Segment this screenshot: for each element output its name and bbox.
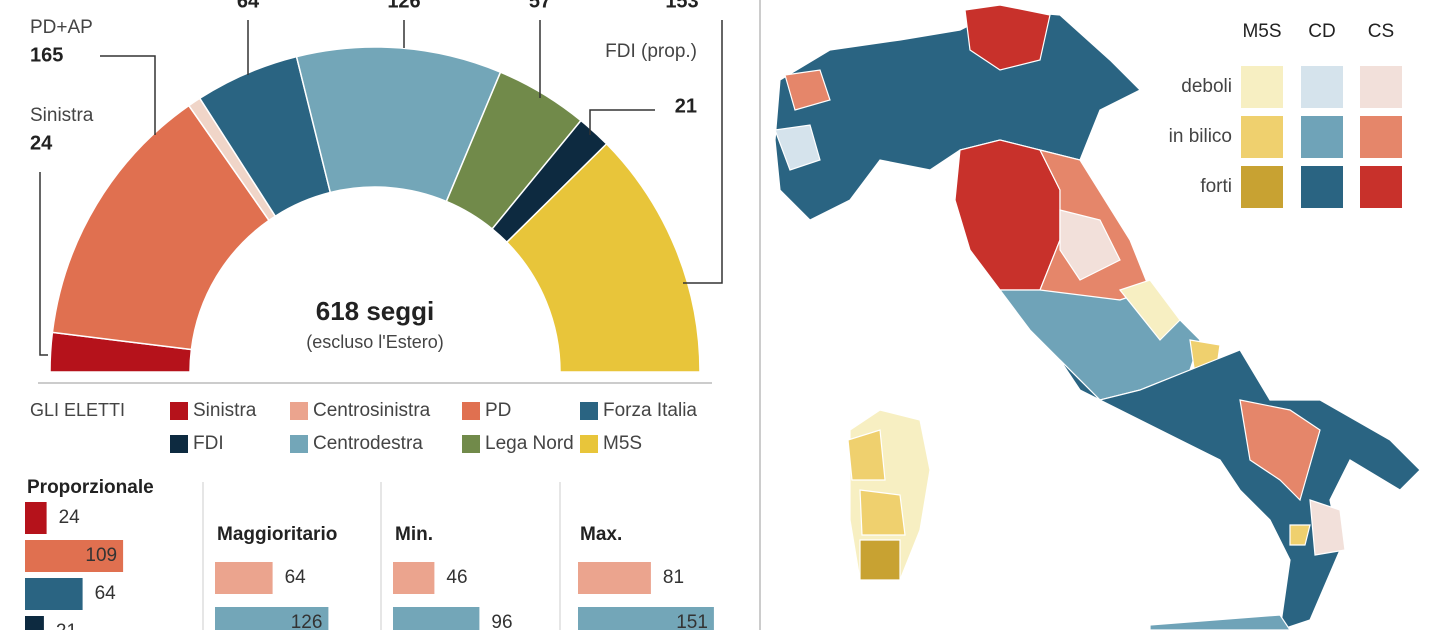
value-label: 57 bbox=[529, 0, 551, 12]
map-legend-swatch bbox=[1360, 116, 1402, 158]
map-region bbox=[859, 489, 906, 536]
map-region bbox=[964, 4, 1051, 71]
legend-swatch bbox=[170, 402, 188, 420]
map-legend-swatch bbox=[1241, 66, 1283, 108]
map-region bbox=[1289, 524, 1311, 546]
map-legend-row: deboli bbox=[1181, 76, 1232, 97]
bar bbox=[215, 562, 273, 594]
bar bbox=[578, 607, 714, 630]
legend-title: GLI ELETTI bbox=[30, 400, 125, 420]
legend-label: Centrodestra bbox=[313, 433, 423, 454]
segment-label: FDI (prop.) bbox=[605, 41, 697, 62]
map-legend-swatch bbox=[1241, 166, 1283, 208]
legend-label: PD bbox=[485, 400, 511, 421]
map-legend-swatch bbox=[1241, 116, 1283, 158]
map-legend-swatch bbox=[1360, 66, 1402, 108]
bar bbox=[25, 578, 83, 610]
map-legend-column: CD bbox=[1308, 21, 1335, 42]
legend-swatch bbox=[290, 402, 308, 420]
map-region bbox=[954, 139, 1061, 291]
value-label: 24 bbox=[30, 132, 53, 154]
leader-line bbox=[39, 172, 48, 356]
panel-title: Min. bbox=[395, 524, 433, 545]
bar bbox=[25, 540, 124, 572]
bar-value: 46 bbox=[446, 567, 467, 588]
leader-line bbox=[589, 109, 655, 135]
panel-title: Max. bbox=[580, 524, 622, 545]
map-region bbox=[784, 69, 831, 111]
legend-swatch bbox=[580, 402, 598, 420]
leader-line bbox=[683, 20, 723, 284]
bar bbox=[215, 607, 329, 630]
legend-swatch bbox=[170, 435, 188, 453]
map-region bbox=[1239, 399, 1321, 502]
legend-swatch bbox=[290, 435, 308, 453]
map-legend-swatch bbox=[1301, 116, 1343, 158]
bar bbox=[25, 616, 44, 630]
map-region bbox=[1309, 499, 1346, 556]
legend-swatch bbox=[462, 435, 480, 453]
value-label: 21 bbox=[675, 95, 697, 117]
map-region bbox=[1059, 349, 1421, 630]
bar-value: 21 bbox=[56, 621, 77, 630]
panel-title: Maggioritario bbox=[217, 524, 337, 545]
bar-value: 151 bbox=[676, 612, 708, 630]
italy-map bbox=[774, 4, 1421, 630]
map-legend-swatch bbox=[1301, 166, 1343, 208]
legend-label: Lega Nord bbox=[485, 433, 574, 454]
hemicycle-segment bbox=[51, 104, 271, 351]
map-legend-row: in bilico bbox=[1169, 126, 1232, 147]
value-label: 64 bbox=[237, 0, 260, 12]
hemicycle-segment bbox=[505, 142, 701, 373]
bar-value: 64 bbox=[285, 567, 307, 588]
legend-label: M5S bbox=[603, 433, 642, 454]
map-legend-swatch bbox=[1360, 166, 1402, 208]
legend-label: Forza Italia bbox=[603, 400, 697, 421]
map-region bbox=[1149, 614, 1291, 630]
bar-value: 126 bbox=[291, 612, 323, 630]
bar bbox=[578, 562, 651, 594]
map-region bbox=[1118, 279, 1181, 341]
center-subtitle: (escluso l'Estero) bbox=[306, 332, 443, 352]
value-label: 165 bbox=[30, 44, 63, 66]
bar bbox=[393, 607, 480, 630]
bar-value: 96 bbox=[491, 612, 512, 630]
map-region bbox=[1059, 209, 1121, 281]
bar-value: 64 bbox=[95, 583, 117, 604]
map-legend-column: CS bbox=[1368, 21, 1394, 42]
value-label: 126 bbox=[387, 0, 420, 12]
legend-label: Centrosinistra bbox=[313, 400, 431, 421]
center-title: 618 seggi bbox=[316, 296, 435, 326]
value-label: 153 bbox=[665, 0, 698, 12]
map-region bbox=[847, 429, 886, 481]
bar-value: 109 bbox=[85, 545, 117, 566]
legend-swatch bbox=[462, 402, 480, 420]
bar bbox=[25, 502, 47, 534]
map-legend-row: forti bbox=[1200, 176, 1232, 197]
map-region bbox=[859, 539, 901, 581]
panel-title: Proporzionale bbox=[27, 477, 154, 498]
leader-line bbox=[100, 55, 156, 135]
bar-value: 24 bbox=[59, 507, 81, 528]
map-region bbox=[774, 124, 821, 171]
bar-value: 81 bbox=[663, 567, 684, 588]
legend-swatch bbox=[580, 435, 598, 453]
segment-label: PD+AP bbox=[30, 17, 93, 38]
map-legend-column: M5S bbox=[1242, 21, 1281, 42]
legend-label: Sinistra bbox=[193, 400, 257, 421]
legend-label: FDI bbox=[193, 433, 224, 454]
map-legend-swatch bbox=[1301, 66, 1343, 108]
segment-label: Sinistra bbox=[30, 105, 94, 126]
bar bbox=[393, 562, 435, 594]
